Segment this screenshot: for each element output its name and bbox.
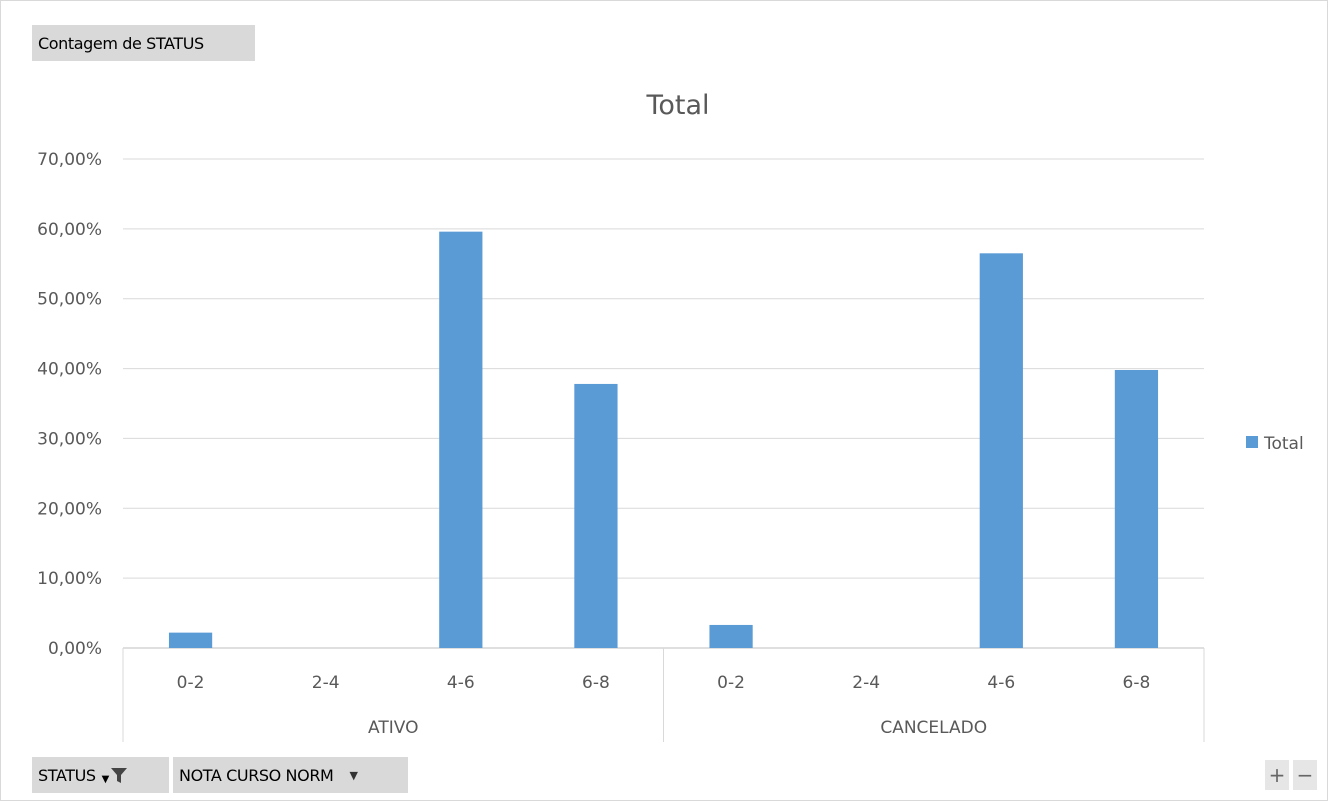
x-tick-label: 6-8	[1123, 673, 1151, 693]
legend-label: Total	[1263, 434, 1304, 454]
y-tick-label: 10,00%	[37, 569, 102, 589]
x-tick-label: 0-2	[717, 673, 745, 693]
value-field-label: Contagem de STATUS	[38, 33, 204, 53]
bar	[439, 231, 483, 648]
y-tick-label: 50,00%	[37, 290, 102, 310]
y-tick-label: 0,00%	[48, 639, 102, 659]
y-tick-label: 60,00%	[37, 220, 102, 240]
bar	[574, 383, 618, 648]
y-tick-label: 20,00%	[37, 499, 102, 519]
chart-plot: Total 0,00% 10,00% 20,00% 30,00% 40,00% 50,00%…	[37, 90, 1304, 742]
status-field-label: STATUS	[38, 765, 96, 785]
zoom-in-button[interactable]: +	[1265, 760, 1289, 790]
filter-icon	[110, 768, 127, 783]
y-tick-label: 40,00%	[37, 360, 102, 380]
plus-icon: +	[1268, 763, 1286, 787]
value-field-button[interactable]: Contagem de STATUS	[32, 25, 255, 61]
group-label: CANCELADO	[880, 718, 987, 738]
x-tick-label: 6-8	[582, 673, 610, 693]
group-label: ATIVO	[368, 718, 418, 738]
y-tick-label: 70,00%	[37, 150, 102, 170]
dropdown-arrow-icon: ▼	[101, 773, 110, 785]
x-tick-label: 0-2	[177, 673, 205, 693]
x-tick-label: 4-6	[987, 673, 1015, 693]
status-field-button[interactable]: STATUS ▼	[32, 757, 169, 793]
bar	[168, 632, 213, 648]
nota-field-button[interactable]: NOTA CURSO NORM ▼	[173, 757, 408, 793]
zoom-out-button[interactable]: −	[1293, 760, 1317, 790]
y-tick-label: 30,00%	[37, 429, 102, 449]
chart-title: Total	[645, 90, 709, 121]
bar	[1114, 369, 1159, 648]
x-tick-label: 2-4	[852, 673, 880, 693]
bar	[709, 624, 753, 648]
nota-field-label: NOTA CURSO NORM	[179, 765, 334, 785]
minus-icon: −	[1296, 763, 1314, 787]
bar	[979, 253, 1023, 649]
dropdown-arrow-icon: ▼	[349, 768, 358, 782]
x-tick-label: 4-6	[447, 673, 475, 693]
x-tick-label: 2-4	[312, 673, 340, 693]
legend-swatch	[1246, 436, 1258, 448]
